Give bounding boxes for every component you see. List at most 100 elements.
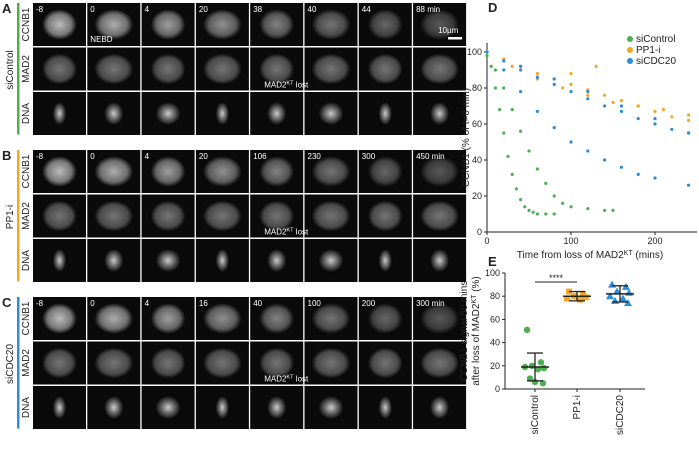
data-point	[535, 212, 540, 216]
data-point	[519, 198, 523, 202]
y-tick-label: 80	[490, 291, 500, 301]
data-point	[586, 207, 590, 211]
data-point	[624, 299, 632, 307]
time-label: 88 min	[416, 5, 440, 14]
condition-label: siControl	[5, 50, 16, 89]
y-tick-label: 60	[490, 314, 500, 324]
data-point	[603, 93, 607, 97]
data-point	[535, 75, 540, 79]
data-point	[552, 77, 556, 81]
panel-letter: A	[2, 1, 12, 16]
lost-label: MAD2KT lost	[264, 81, 309, 90]
time-label: 0	[90, 299, 95, 308]
data-point	[510, 64, 514, 68]
cell	[368, 9, 403, 40]
text-part: KT	[286, 228, 294, 234]
row-label: DNA	[21, 250, 32, 271]
data-point	[636, 172, 640, 176]
data-point	[636, 104, 640, 108]
cell	[368, 348, 403, 378]
time-label: 4	[145, 299, 150, 308]
event-label: NEBD	[90, 35, 112, 44]
data-point	[528, 362, 536, 369]
row-label: CCNB1	[21, 154, 32, 188]
time-label: 200	[362, 299, 376, 308]
x-tick-label: siCDC20	[615, 395, 626, 435]
data-point	[608, 280, 616, 288]
cell	[318, 248, 344, 273]
x-tick-label: siControl	[530, 395, 541, 434]
time-label: 40	[253, 299, 262, 308]
cell	[203, 348, 242, 378]
data-point	[687, 131, 691, 135]
lost-label: MAD2KT lost	[264, 375, 309, 384]
data-point	[661, 108, 666, 112]
cell	[52, 101, 67, 126]
cell	[420, 9, 459, 40]
cell	[259, 156, 294, 187]
cell	[94, 348, 133, 378]
text-part: lost	[294, 375, 309, 384]
text-part: KT	[624, 250, 634, 257]
cell	[94, 156, 133, 187]
legend-marker	[627, 36, 633, 42]
data-point	[485, 50, 489, 54]
cell	[103, 248, 124, 273]
row-label: MAD2	[21, 55, 32, 83]
cell	[215, 395, 230, 420]
text-part: lost	[294, 81, 309, 90]
data-point	[519, 90, 523, 94]
condition-bar	[17, 150, 20, 282]
time-label: 300 min	[416, 299, 444, 308]
legend-label: siControl	[636, 34, 675, 45]
condition-label: siCDC20	[5, 344, 16, 384]
x-tick-label: 200	[647, 236, 662, 246]
y-tick-label: 20	[472, 191, 482, 201]
data-point	[535, 72, 540, 76]
y-axis-label: CCNB1 signal 50 mins	[459, 281, 470, 382]
cell	[151, 54, 186, 84]
time-label: 44	[362, 5, 371, 14]
panel-letter: E	[488, 254, 497, 269]
data-point	[619, 99, 624, 103]
scale-label: 10µm	[438, 26, 459, 35]
cell	[368, 54, 403, 84]
cell	[318, 101, 344, 126]
cell	[420, 303, 459, 334]
data-point	[510, 108, 514, 112]
condition-bar	[17, 297, 20, 429]
data-point	[687, 113, 691, 117]
cell	[103, 395, 124, 420]
legend-label: siCDC20	[636, 56, 676, 67]
data-point	[489, 64, 493, 68]
cell	[42, 156, 77, 187]
cell	[312, 201, 350, 231]
time-label: 38	[253, 5, 262, 14]
data-point	[653, 109, 657, 113]
cell	[312, 9, 350, 40]
data-point	[583, 294, 589, 301]
data-point	[619, 294, 627, 302]
data-point	[552, 126, 556, 130]
y-tick-label: 0	[477, 227, 482, 237]
cell	[203, 201, 242, 231]
cell	[368, 303, 403, 334]
data-point	[539, 380, 547, 387]
cell	[203, 303, 242, 334]
legend-marker	[627, 58, 633, 64]
data-point	[569, 205, 573, 209]
row-label: CCNB1	[21, 7, 32, 41]
cell	[151, 156, 186, 187]
data-point	[502, 59, 506, 63]
cell	[52, 248, 67, 273]
y-tick-label: 20	[490, 361, 500, 371]
data-point	[670, 127, 674, 131]
text-part: (mins)	[633, 250, 664, 261]
data-point	[569, 90, 573, 94]
legend-label: PP1-i	[636, 45, 660, 56]
data-point	[653, 176, 657, 180]
data-point	[619, 104, 624, 108]
data-point	[577, 296, 583, 303]
cell	[378, 395, 393, 420]
cell	[42, 9, 77, 40]
